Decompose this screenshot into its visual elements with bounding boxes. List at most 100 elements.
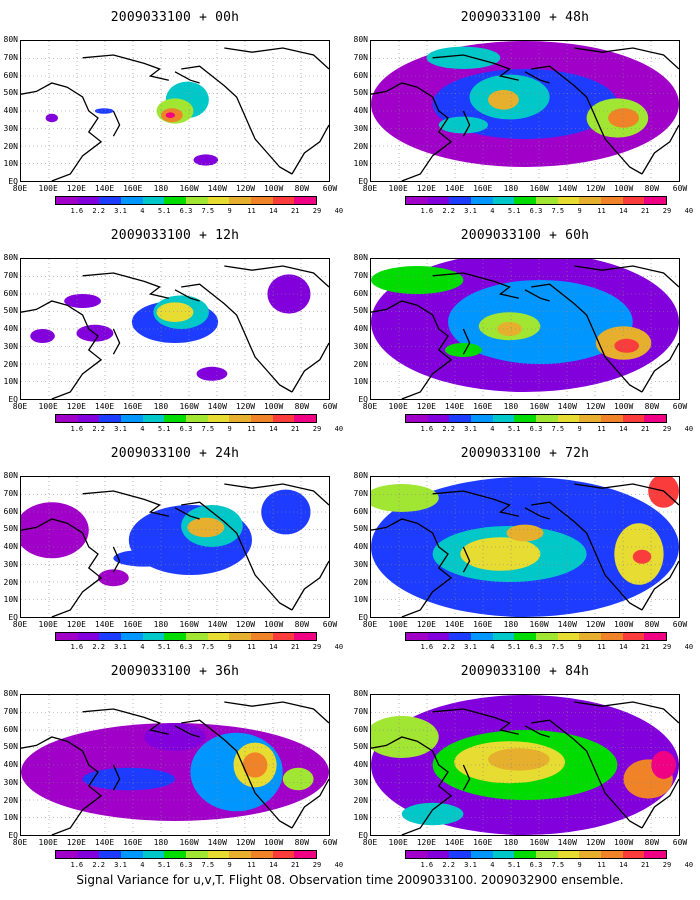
lat-label: 10N <box>3 595 18 605</box>
colorbar-swatch <box>164 633 187 640</box>
coastline <box>531 283 643 393</box>
lat-label: 80N <box>3 35 18 44</box>
colorbar-label: 6.3 <box>529 861 543 869</box>
lat-label: 70N <box>353 270 368 280</box>
contour-blob <box>460 537 541 571</box>
colorbar-label: 14 <box>619 207 628 215</box>
colorbar-label: 4 <box>140 643 145 651</box>
colorbar-label: 3.1 <box>114 425 127 433</box>
colorbar-label: 2.2 <box>442 207 455 215</box>
colorbar-swatch <box>557 415 580 422</box>
colorbar-label: 11 <box>597 425 606 433</box>
lon-label: 80E <box>362 838 378 847</box>
colorbar-label: 40 <box>684 643 694 651</box>
coastline <box>181 65 293 175</box>
lon-label: 120W <box>235 838 256 847</box>
lat-label: 20N <box>3 359 18 369</box>
lon-label: 180 <box>153 402 169 411</box>
colorbar-swatch <box>251 633 273 640</box>
colorbar-label: 5.1 <box>507 643 521 651</box>
lat-label: 60N <box>3 288 18 298</box>
lon-label: 60W <box>672 402 688 411</box>
coastline <box>82 708 169 735</box>
colorbar-swatch <box>492 197 515 204</box>
colorbar-label: 3.1 <box>464 643 477 651</box>
colorbar-swatch <box>272 415 295 422</box>
colorbar-label: 5.1 <box>157 861 171 869</box>
colorbar-swatch <box>449 415 472 422</box>
colorbar-label: 4 <box>140 207 145 215</box>
coastline <box>82 272 169 299</box>
colorbar-label: 40 <box>334 861 344 869</box>
coastline <box>462 764 471 791</box>
map-panel-h72: 2009033100 + 72h 80N 70N 60N 50N 40N 30N 20N 10N… <box>350 436 700 661</box>
colorbar-label: 2.2 <box>442 643 455 651</box>
colorbar-swatch <box>406 197 428 204</box>
lat-label: 10N <box>3 377 18 387</box>
contour-blob <box>144 723 206 751</box>
colorbar-swatch <box>492 415 515 422</box>
contour-blob <box>94 108 114 114</box>
lat-label: EQ <box>358 177 368 186</box>
lat-label: 10N <box>3 813 18 823</box>
field-plot <box>371 695 679 835</box>
colorbar-label: 11 <box>597 207 606 215</box>
lon-label: 120W <box>585 620 606 629</box>
coastline <box>371 300 453 399</box>
lat-label: 10N <box>3 159 18 169</box>
colorbar-swatch <box>427 851 450 858</box>
contour-blob <box>267 274 311 314</box>
contour-blob <box>444 343 482 357</box>
lon-label: 160E <box>123 402 143 411</box>
coastline <box>371 518 453 617</box>
map-area <box>370 258 680 400</box>
colorbar-swatch <box>77 197 100 204</box>
lon-label: 120W <box>585 838 606 847</box>
field-plot <box>371 477 679 617</box>
colorbar-swatch <box>579 851 602 858</box>
lon-label: 80E <box>362 184 378 193</box>
colorbar-swatch <box>164 197 187 204</box>
lat-label: EQ <box>358 831 368 840</box>
coastline <box>224 265 329 288</box>
lat-label: 80N <box>3 689 18 698</box>
colorbar-label: 9 <box>227 425 232 433</box>
lat-label: EQ <box>358 613 368 622</box>
lon-label: 180 <box>153 838 169 847</box>
colorbar-label: 40 <box>334 425 344 433</box>
lon-label: 80E <box>362 620 378 629</box>
colorbar-label: 14 <box>269 425 278 433</box>
colorbar-label: 6.3 <box>529 425 543 433</box>
colorbar-label: 9 <box>227 643 232 651</box>
lat-label: 30N <box>353 777 368 787</box>
colorbar-label: 4 <box>490 207 495 215</box>
lon-label: 140E <box>444 402 465 411</box>
colorbar-label: 11 <box>247 643 256 651</box>
lon-label: 140E <box>94 620 115 629</box>
colorbar-swatch <box>406 633 428 640</box>
colorbar-label: 29 <box>662 643 672 651</box>
map-area <box>370 40 680 182</box>
colorbar-swatch <box>622 415 645 422</box>
contour-blob <box>21 502 89 559</box>
lon-label: 140E <box>94 402 115 411</box>
lon-label: 120E <box>416 402 436 411</box>
lon-label: 100W <box>613 620 634 629</box>
colorbar-swatch <box>272 197 295 204</box>
lon-label: 100W <box>263 620 284 629</box>
colorbar-label: 21 <box>290 861 300 869</box>
lon-label: 120E <box>416 184 436 193</box>
panel-title: 2009033100 + 60h <box>460 228 590 243</box>
colorbar-swatch <box>644 851 667 858</box>
colorbar <box>55 632 317 641</box>
lon-label: 160E <box>473 620 493 629</box>
lat-label: 20N <box>353 795 368 805</box>
lat-label: EQ <box>8 831 18 840</box>
coastline <box>112 764 121 791</box>
colorbar-swatch <box>207 851 230 858</box>
colorbar-swatch <box>471 851 493 858</box>
lat-label: 20N <box>353 359 368 369</box>
colorbar-swatch <box>142 633 165 640</box>
colorbar-swatch <box>99 415 122 422</box>
lon-label: 180 <box>503 402 519 411</box>
